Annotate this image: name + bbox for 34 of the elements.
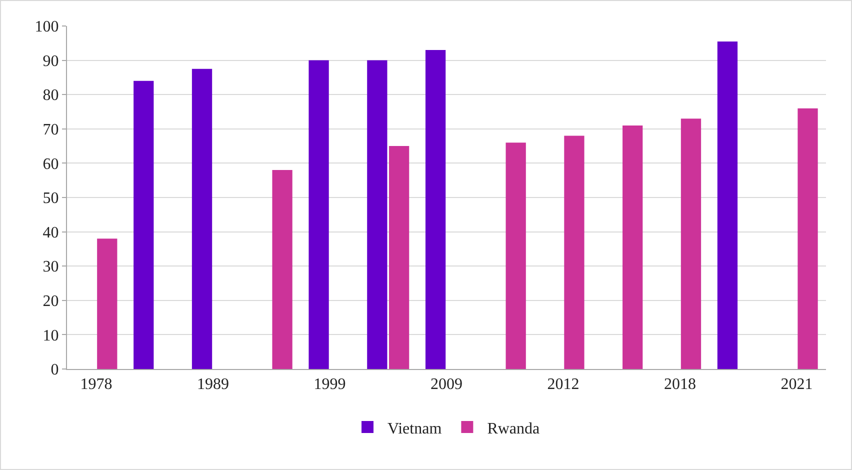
- bar: [97, 238, 118, 369]
- bar: [425, 50, 446, 369]
- y-tick-label: 80: [42, 87, 59, 104]
- x-tick-label: 1989: [196, 376, 229, 394]
- y-tick-label: 50: [42, 190, 59, 208]
- bar: [388, 146, 410, 369]
- y-tick-label: 70: [42, 122, 59, 138]
- bar: [798, 108, 818, 369]
- y-tick-label: 0: [50, 362, 59, 379]
- bar: [717, 41, 738, 369]
- y-tick-label: 40: [42, 224, 59, 242]
- bar: [308, 60, 329, 369]
- x-tick-label: 2021: [780, 376, 813, 394]
- y-tick-label: 30: [42, 258, 59, 276]
- x-tick-label: 2009: [430, 376, 462, 394]
- y-tick-label: 10: [42, 327, 59, 344]
- legend-label: Vietnam: [388, 420, 442, 438]
- y-tick-label: 20: [42, 293, 59, 310]
- bar: [506, 142, 526, 369]
- bar: [564, 136, 584, 369]
- x-tick-label: 1999: [314, 376, 346, 394]
- y-tick-label: 100: [34, 18, 59, 36]
- bar: [134, 80, 154, 369]
- x-tick-label: 1978: [80, 376, 112, 394]
- bar: [272, 170, 292, 369]
- y-tick-label: 60: [42, 156, 59, 173]
- y-tick-label: 90: [42, 52, 59, 70]
- x-tick-label: 2018: [664, 376, 696, 394]
- bar: [367, 60, 388, 369]
- bar: [622, 125, 643, 369]
- legend-label: Rwanda: [487, 420, 540, 438]
- bar: [192, 68, 212, 369]
- x-tick-label: 2012: [547, 376, 580, 394]
- bar: [680, 118, 702, 369]
